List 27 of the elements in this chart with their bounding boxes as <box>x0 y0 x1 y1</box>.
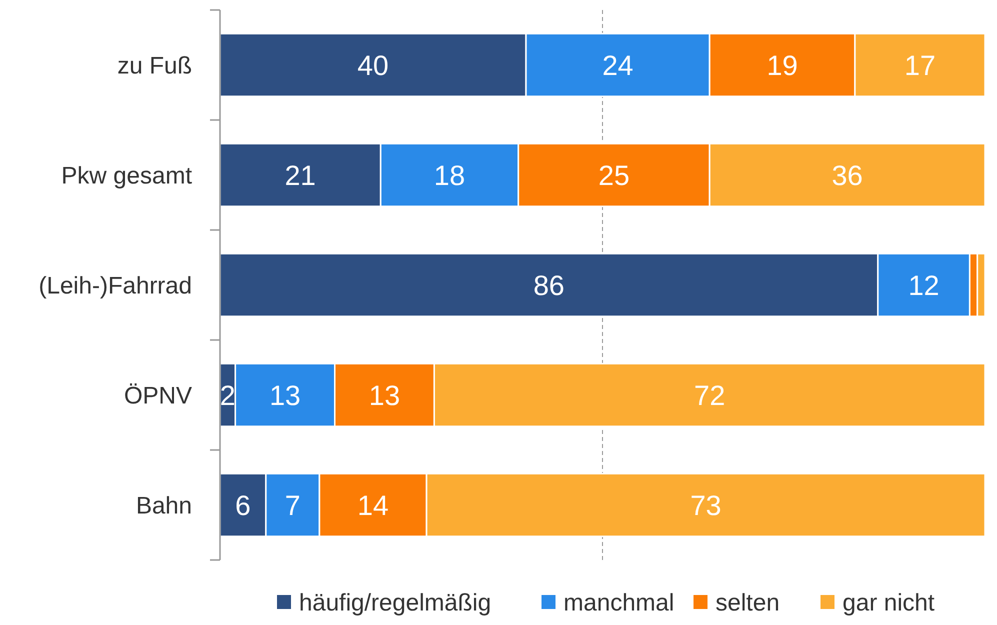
data-label: 12 <box>908 270 940 301</box>
y-tick-label: ÖPNV <box>124 382 192 410</box>
legend-label: gar nicht <box>842 589 935 616</box>
data-label: 19 <box>766 50 798 81</box>
data-label: 86 <box>533 270 565 301</box>
y-tick-label: zu Fuß <box>117 52 192 80</box>
data-label: 21 <box>284 160 316 191</box>
data-label: 72 <box>694 380 726 411</box>
y-tick-label: (Leih-)Fahrrad <box>38 272 192 300</box>
data-label: 7 <box>284 490 300 521</box>
data-label: 25 <box>598 160 630 191</box>
data-label: 36 <box>832 160 863 191</box>
data-label: 40 <box>357 50 389 81</box>
y-tick-label: Bahn <box>136 492 192 520</box>
data-label: 17 <box>904 50 936 81</box>
data-label: 18 <box>434 160 466 191</box>
data-label: 14 <box>357 490 389 521</box>
legend-label: häufig/regelmäßig <box>299 589 492 616</box>
y-tick-label: Pkw gesamt <box>61 162 192 190</box>
data-label: 2 <box>220 380 236 411</box>
legend-label: selten <box>716 589 780 616</box>
data-label: 13 <box>368 380 400 411</box>
legend-label: manchmal <box>564 589 674 616</box>
data-label: 24 <box>602 50 634 81</box>
data-label: 13 <box>269 380 301 411</box>
data-label: 6 <box>235 490 251 521</box>
data-label: 73 <box>690 490 722 521</box>
